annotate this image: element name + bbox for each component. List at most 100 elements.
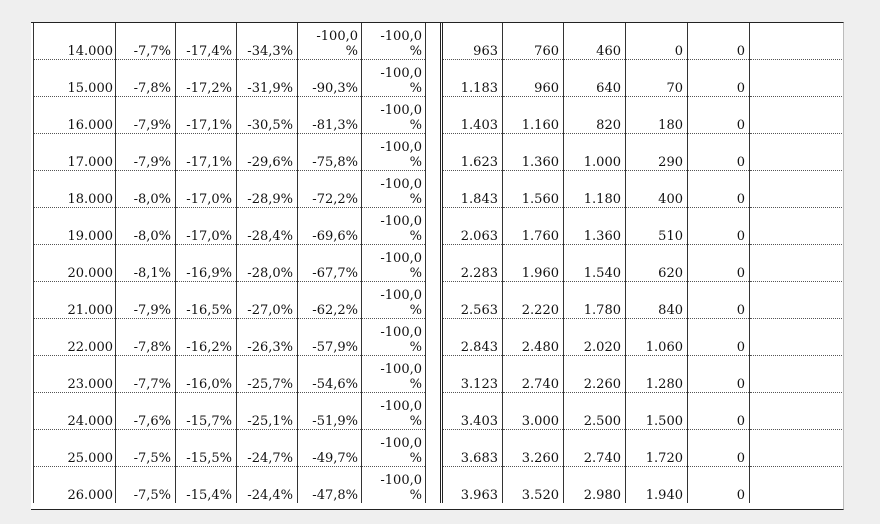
amount-cell-2: 2.220 (502, 281, 564, 319)
table-row: 16.000 -7,9% -17,1% -30,5% -81,3% -100,0 % 1.4… (33, 96, 842, 134)
amount-cell-4: 840 (625, 281, 688, 319)
table-row: 18.000 -8,0% -17,0% -28,9% -72,2% -100,0 % 1.8… (33, 170, 842, 208)
amount-cell-1: 2.283 (440, 244, 503, 282)
amount-cell-2: 3.260 (502, 429, 564, 467)
income-value-cell: 21.000 (33, 281, 116, 319)
separator-cell (425, 133, 442, 171)
trailing-cell (749, 207, 842, 245)
percent-cell-5: -100,0 % (361, 170, 426, 208)
table-body: 14.000 -7,7% -17,4% -34,3% -100,0 % -100,0 % 9… (33, 23, 842, 504)
table-row: 17.000 -7,9% -17,1% -29,6% -75,8% -100,0 % 1.6… (33, 133, 842, 171)
amount-cell-1: 2.063 (440, 207, 503, 245)
amount-cell-4: 1.940 (625, 466, 688, 503)
percent-cell-4: -100,0 % (297, 23, 362, 60)
amount-cell-2: 1.160 (502, 96, 564, 134)
amount-cell-2: 2.480 (502, 318, 564, 356)
table-row: 15.000 -7,8% -17,2% -31,9% -90,3% -100,0 % 1.1… (33, 59, 842, 97)
percent-cell-1: -7,9% (115, 96, 176, 134)
table-row: 22.000 -7,8% -16,2% -26,3% -57,9% -100,0 % 2.8… (33, 318, 842, 356)
amount-cell-3: 1.360 (563, 207, 626, 245)
amount-cell-2: 760 (502, 23, 564, 60)
amount-cell-1: 963 (440, 23, 503, 60)
percent-cell-2: -16,0% (175, 355, 237, 393)
percent-cell-2: -17,0% (175, 207, 237, 245)
amount-cell-1: 3.403 (440, 392, 503, 430)
income-value-cell: 14.000 (33, 23, 116, 60)
percent-cell-5: -100,0 % (361, 355, 426, 393)
percent-cell-4: -69,6% (297, 207, 362, 245)
income-value-cell: 20.000 (33, 244, 116, 282)
trailing-cell (750, 467, 842, 504)
percent-cell-4: -72,2% (297, 170, 362, 208)
income-value-cell: 24.000 (33, 392, 116, 430)
separator-cell (425, 318, 442, 356)
income-value-cell: 16.000 (33, 96, 116, 134)
amount-cell-5: 0 (687, 207, 750, 245)
trailing-cell (749, 170, 842, 208)
percent-cell-3: -27,0% (236, 281, 298, 319)
amount-cell-5: 0 (687, 355, 750, 393)
amount-cell-2: 1.960 (502, 244, 564, 282)
percent-cell-3: -30,5% (236, 96, 298, 134)
percent-cell-3: -25,1% (236, 392, 298, 430)
percent-cell-5: -100,0 % (361, 392, 426, 430)
percent-cell-4: -49,7% (297, 429, 362, 467)
amount-cell-5: 0 (687, 466, 750, 503)
amount-cell-3: 2.260 (563, 355, 626, 393)
percent-cell-3: -28,9% (236, 170, 298, 208)
percent-cell-1: -7,6% (115, 392, 176, 430)
trailing-cell (749, 96, 842, 134)
percent-cell-5: -100,0 % (361, 429, 426, 467)
percent-cell-1: -7,8% (115, 59, 176, 97)
trailing-cell (749, 355, 842, 393)
income-value-cell: 19.000 (33, 207, 116, 245)
trailing-cell (749, 133, 842, 171)
separator-cell (425, 96, 442, 134)
amount-cell-3: 820 (563, 96, 626, 134)
amount-cell-4: 0 (625, 23, 688, 60)
percent-cell-3: -28,4% (236, 207, 298, 245)
percent-cell-1: -7,9% (115, 133, 176, 171)
amount-cell-3: 1.540 (563, 244, 626, 282)
amount-cell-2: 1.360 (502, 133, 564, 171)
table-row: 21.000 -7,9% -16,5% -27,0% -62,2% -100,0 % 2.5… (33, 281, 842, 319)
amount-cell-4: 70 (625, 59, 688, 97)
income-value-cell: 22.000 (33, 318, 116, 356)
percent-cell-5: -100,0 % (361, 59, 426, 97)
amount-cell-4: 400 (625, 170, 688, 208)
amount-cell-1: 2.563 (440, 281, 503, 319)
percent-cell-4: -47,8% (297, 466, 362, 503)
amount-cell-3: 1.000 (563, 133, 626, 171)
amount-cell-1: 1.843 (440, 170, 503, 208)
amount-cell-5: 0 (687, 392, 750, 430)
percent-cell-1: -7,8% (115, 318, 176, 356)
percent-cell-3: -34,3% (236, 23, 298, 60)
percent-cell-3: -24,4% (236, 466, 298, 503)
amount-cell-3: 2.740 (563, 429, 626, 467)
percent-cell-4: -90,3% (297, 59, 362, 97)
amount-cell-1: 1.623 (440, 133, 503, 171)
amount-cell-1: 1.183 (440, 59, 503, 97)
amount-cell-3: 2.500 (563, 392, 626, 430)
amount-cell-5: 0 (687, 96, 750, 134)
table-row: 23.000 -7,7% -16,0% -25,7% -54,6% -100,0 % 3.1… (33, 355, 842, 393)
table-row: 14.000 -7,7% -17,4% -34,3% -100,0 % -100,0 % 9… (33, 23, 842, 60)
percent-cell-3: -31,9% (236, 59, 298, 97)
percent-cell-1: -8,1% (115, 244, 176, 282)
percent-cell-1: -7,5% (115, 429, 176, 467)
percent-cell-1: -8,0% (115, 170, 176, 208)
percent-cell-5: -100,0 % (361, 281, 426, 319)
percent-cell-2: -15,5% (175, 429, 237, 467)
amount-cell-3: 640 (563, 59, 626, 97)
percent-cell-1: -7,7% (115, 355, 176, 393)
income-value-cell: 23.000 (33, 355, 116, 393)
amount-cell-3: 1.780 (563, 281, 626, 319)
percent-cell-2: -17,1% (175, 133, 237, 171)
amount-cell-4: 1.500 (625, 392, 688, 430)
amount-cell-1: 3.963 (440, 466, 503, 503)
table-row: 24.000 -7,6% -15,7% -25,1% -51,9% -100,0 % 3.4… (33, 392, 842, 430)
trailing-cell (749, 318, 842, 356)
percent-cell-1: -7,7% (115, 23, 176, 60)
amount-cell-5: 0 (687, 429, 750, 467)
percent-cell-2: -17,1% (175, 96, 237, 134)
